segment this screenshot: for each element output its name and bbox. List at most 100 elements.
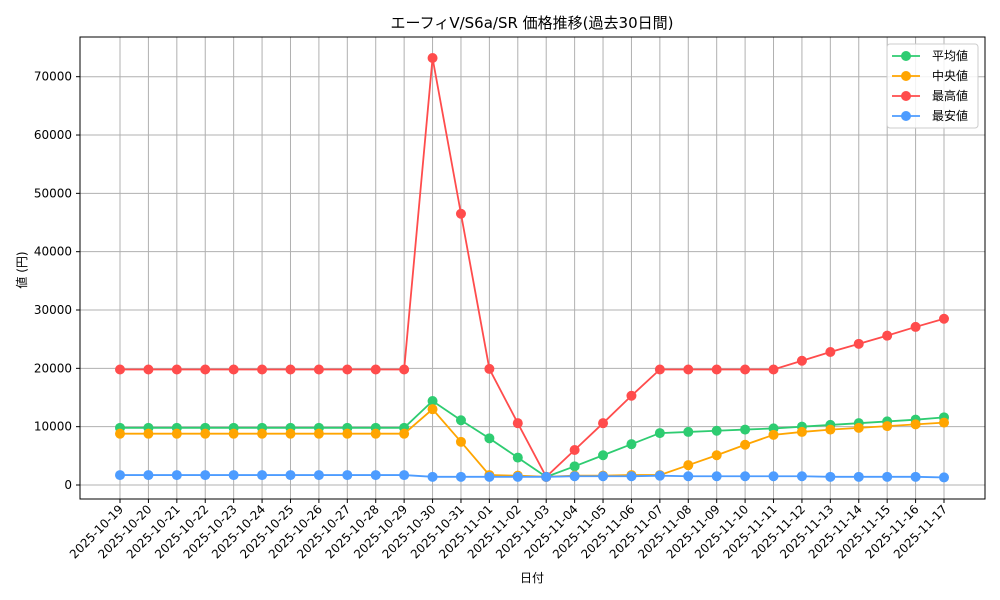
data-point [683, 460, 694, 471]
data-point [910, 419, 921, 430]
data-point [711, 364, 722, 375]
data-point [626, 390, 637, 401]
y-tick-label: 50000 [34, 186, 72, 200]
data-point [512, 452, 523, 463]
data-point [200, 470, 211, 481]
y-tick-label: 20000 [34, 361, 72, 375]
data-point [853, 338, 864, 349]
data-point [541, 471, 552, 482]
series-line [115, 53, 949, 482]
data-point [740, 439, 751, 450]
data-point [882, 330, 893, 341]
data-point [683, 364, 694, 375]
data-point [711, 450, 722, 461]
data-point [512, 471, 523, 482]
data-point [711, 471, 722, 482]
data-point [200, 364, 211, 375]
y-axis-ticks: 0 10000 20000 30000 40000 50000 60000 70000 [34, 70, 80, 492]
data-point [455, 471, 466, 482]
data-point [171, 364, 182, 375]
data-point [228, 364, 239, 375]
data-point [711, 425, 722, 436]
data-point [654, 364, 665, 375]
data-point [143, 364, 154, 375]
data-point [484, 471, 495, 482]
y-tick-label: 0 [64, 478, 72, 492]
data-point [939, 313, 949, 324]
series-line [115, 470, 949, 483]
x-axis-label: 日付 [520, 571, 544, 585]
legend-item: 最安値 [892, 108, 968, 123]
data-point [484, 433, 495, 444]
data-point [370, 428, 381, 439]
data-point [796, 355, 807, 366]
data-point [598, 471, 609, 482]
data-point [143, 428, 154, 439]
data-point [796, 426, 807, 437]
data-point [825, 471, 836, 482]
data-point [740, 364, 751, 375]
y-tick-label: 30000 [34, 303, 72, 317]
data-point [399, 470, 410, 481]
data-point [853, 471, 864, 482]
y-tick-label: 40000 [34, 245, 72, 259]
data-point [115, 364, 125, 375]
data-point [342, 470, 353, 481]
legend-item: 最高値 [892, 88, 968, 103]
data-point [455, 415, 466, 426]
chart-title: エーフィV/S6a/SR 価格推移(過去30日間) [391, 14, 674, 32]
data-point [399, 428, 410, 439]
data-point [512, 418, 523, 429]
series-line [115, 404, 949, 482]
data-point [626, 439, 637, 450]
data-point [342, 364, 353, 375]
legend-item: 中央値 [892, 68, 968, 83]
y-tick-label: 10000 [34, 420, 72, 434]
data-point [313, 364, 324, 375]
data-point [285, 428, 296, 439]
data-point [939, 472, 949, 483]
data-point [825, 424, 836, 435]
data-point [257, 428, 268, 439]
data-point [342, 428, 353, 439]
data-point [882, 421, 893, 432]
data-point [626, 471, 637, 482]
data-point [882, 471, 893, 482]
grid-lines [80, 37, 985, 499]
data-point [427, 53, 438, 64]
data-point [910, 321, 921, 332]
legend-label: 最安値 [932, 108, 968, 123]
legend-marker-icon [901, 51, 911, 61]
data-point [427, 404, 438, 415]
y-axis-label: 値 (円) [14, 251, 29, 288]
data-point [740, 424, 751, 435]
data-point [484, 363, 495, 374]
data-point [740, 471, 751, 482]
data-point [228, 428, 239, 439]
data-point [598, 450, 609, 461]
data-point [683, 471, 694, 482]
data-point [313, 428, 324, 439]
data-point [171, 470, 182, 481]
data-point [313, 470, 324, 481]
data-point [427, 471, 438, 482]
data-point [228, 470, 239, 481]
data-point [370, 364, 381, 375]
data-point [115, 470, 125, 481]
legend-marker-icon [901, 111, 911, 121]
data-point [257, 364, 268, 375]
y-tick-label: 60000 [34, 128, 72, 142]
data-point [115, 428, 125, 439]
data-point [654, 428, 665, 439]
data-point [370, 470, 381, 481]
y-tick-label: 70000 [34, 70, 72, 84]
data-point [939, 417, 949, 428]
data-point [569, 471, 580, 482]
data-point [455, 436, 466, 447]
plot-frame [79, 36, 986, 500]
data-point [171, 428, 182, 439]
data-point [598, 418, 609, 429]
legend-label: 平均値 [932, 48, 968, 63]
